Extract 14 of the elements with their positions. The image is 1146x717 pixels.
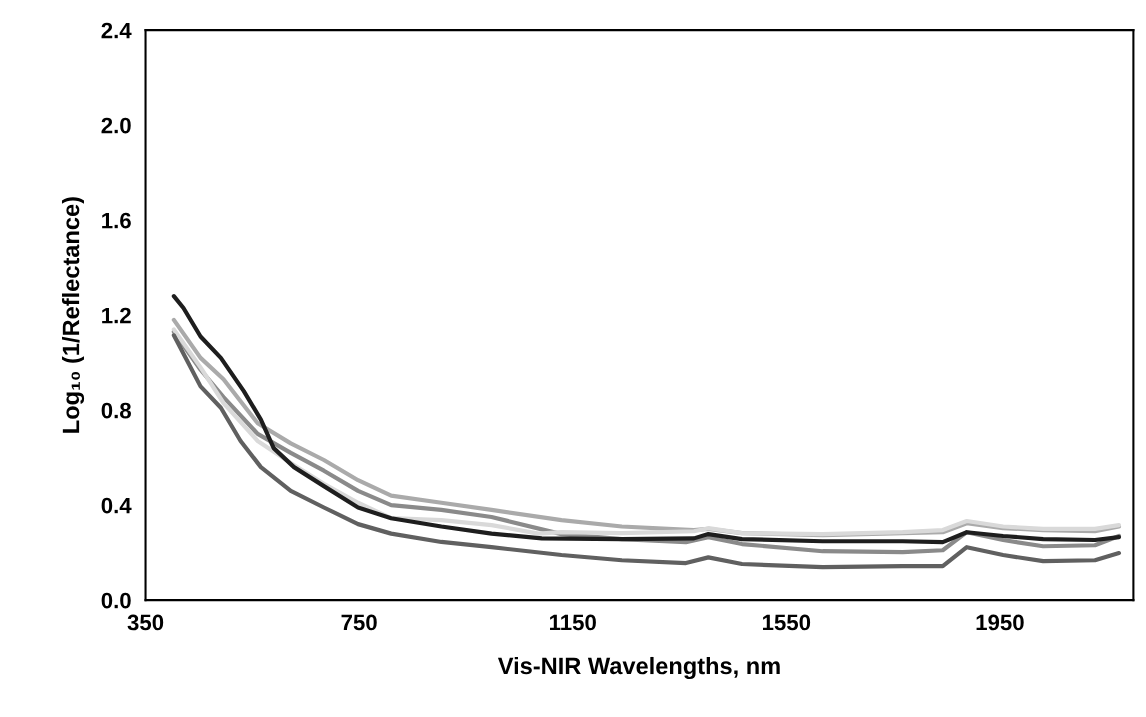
y-tick-label: 1.2 [102,307,131,324]
y-tick-label: 2.0 [101,117,131,134]
y-tick-label: 2.4 [101,22,132,39]
x-tick-label: 350 [127,614,164,631]
y-axis-title: Log₁₀ (1/Reflectance) [61,197,85,433]
x-tick-label: 1550 [762,614,811,631]
x-axis-title: Vis-NIR Wavelengths, nm [497,656,780,680]
y-tick-label: 1.6 [102,212,131,229]
x-tick-label: 1150 [550,614,596,631]
y-tick-label: 0.4 [101,497,132,514]
x-tick-label: 750 [341,614,377,631]
x-tick-label: 1950 [976,614,1024,631]
y-tick-label: 0.8 [101,402,131,419]
y-tick-label: 0.0 [101,592,131,609]
